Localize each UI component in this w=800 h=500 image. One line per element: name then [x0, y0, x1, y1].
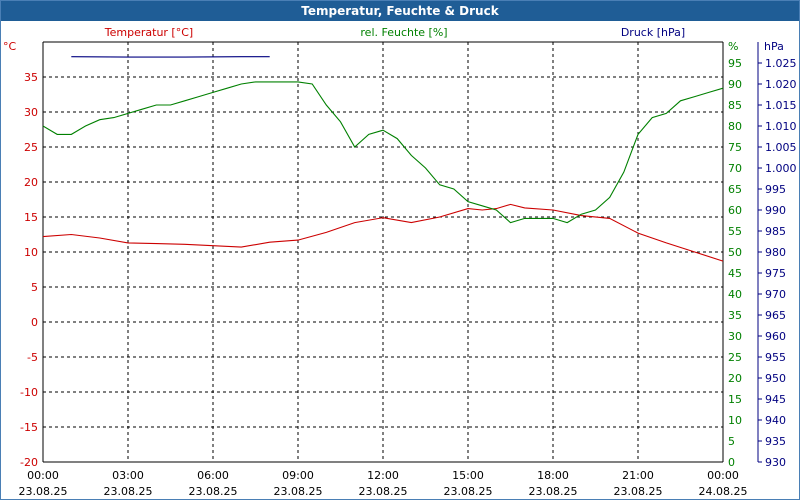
pressure-axis-unit: hPa [764, 40, 784, 53]
x-tick-time: 00:00 [707, 469, 739, 482]
x-tick-date: 23.08.25 [189, 485, 238, 498]
x-tick-date: 23.08.25 [444, 485, 493, 498]
axes [42, 41, 762, 463]
temperature-tick-label: 0 [31, 316, 38, 329]
pressure-tick-label: 995 [765, 183, 786, 196]
humidity-tick-label: 35 [728, 309, 742, 322]
pressure-tick-label: 950 [765, 372, 786, 385]
title-bar: Temperatur, Feuchte & Druck [1, 1, 799, 21]
x-tick-date: 23.08.25 [529, 485, 578, 498]
humidity-axis-unit: % [728, 40, 738, 53]
pressure-tick-label: 965 [765, 309, 786, 322]
pressure-axis-title: Druck [hPa] [621, 26, 685, 39]
pressure-tick-label: 930 [765, 456, 786, 469]
pressure-tick-label: 955 [765, 351, 786, 364]
x-tick-time: 12:00 [367, 469, 399, 482]
temperature-tick-label: -20 [20, 456, 38, 469]
temperature-tick-label: 20 [24, 176, 38, 189]
temperature-tick-label: 15 [24, 211, 38, 224]
humidity-tick-label: 75 [728, 141, 742, 154]
x-tick-date: 24.08.25 [699, 485, 748, 498]
labels: -20 -15 -10 -5 0 5 10 15 20 25 30 35 °C 0 5 10 15 20 25 30 3… [3, 26, 797, 498]
pressure-tick-label: 1.015 [765, 99, 797, 112]
humidity-tick-label: 0 [728, 456, 735, 469]
pressure-tick-label: 1.000 [765, 162, 797, 175]
humidity-tick-label: 30 [728, 330, 742, 343]
humidity-tick-label: 50 [728, 246, 742, 259]
x-tick-time: 00:00 [27, 469, 59, 482]
chart-title: Temperatur, Feuchte & Druck [301, 4, 499, 18]
humidity-tick-label: 10 [728, 414, 742, 427]
humidity-tick-label: 5 [728, 435, 735, 448]
humidity-tick-label: 90 [728, 78, 742, 91]
temperature-axis-title: Temperatur [°C] [104, 26, 193, 39]
temperature-tick-label: 5 [31, 281, 38, 294]
humidity-tick-label: 80 [728, 120, 742, 133]
humidity-tick-label: 85 [728, 99, 742, 112]
x-tick-time: 21:00 [622, 469, 654, 482]
pressure-tick-label: 945 [765, 393, 786, 406]
humidity-tick-label: 65 [728, 183, 742, 196]
x-tick-date: 23.08.25 [19, 485, 68, 498]
grid [43, 42, 723, 462]
series-line-temperature [42, 203, 724, 262]
humidity-tick-label: 15 [728, 393, 742, 406]
humidity-tick-label: 25 [728, 351, 742, 364]
x-tick-date: 23.08.25 [359, 485, 408, 498]
pressure-tick-label: 960 [765, 330, 786, 343]
temperature-tick-label: 35 [24, 71, 38, 84]
pressure-tick-label: 985 [765, 225, 786, 238]
temperature-tick-label: 30 [24, 106, 38, 119]
pressure-tick-label: 1.025 [765, 57, 797, 70]
humidity-tick-label: 70 [728, 162, 742, 175]
pressure-tick-label: 1.020 [765, 78, 797, 91]
humidity-tick-label: 45 [728, 267, 742, 280]
temperature-tick-label: -15 [20, 421, 38, 434]
x-tick-time: 03:00 [112, 469, 144, 482]
x-tick-time: 06:00 [197, 469, 229, 482]
x-tick-date: 23.08.25 [274, 485, 323, 498]
humidity-tick-label: 20 [728, 372, 742, 385]
line-chart: -20 -15 -10 -5 0 5 10 15 20 25 30 35 °C 0 5 10 15 20 25 30 3… [3, 26, 797, 498]
pressure-tick-label: 1.010 [765, 120, 797, 133]
pressure-tick-label: 970 [765, 288, 786, 301]
temperature-tick-label: -10 [20, 386, 38, 399]
humidity-tick-label: 55 [728, 225, 742, 238]
x-tick-date: 23.08.25 [614, 485, 663, 498]
x-tick-date: 23.08.25 [104, 485, 153, 498]
humidity-axis-title: rel. Feuchte [%] [360, 26, 447, 39]
temperature-tick-label: -5 [27, 351, 38, 364]
humidity-tick-label: 40 [728, 288, 742, 301]
pressure-tick-label: 975 [765, 267, 786, 280]
pressure-tick-label: 980 [765, 246, 786, 259]
series-line-humidity [42, 81, 724, 224]
pressure-tick-label: 935 [765, 435, 786, 448]
humidity-tick-label: 60 [728, 204, 742, 217]
temperature-axis-unit: °C [3, 40, 17, 53]
humidity-tick-label: 95 [728, 57, 742, 70]
pressure-tick-label: 940 [765, 414, 786, 427]
temperature-tick-label: 25 [24, 141, 38, 154]
pressure-tick-label: 990 [765, 204, 786, 217]
x-tick-time: 09:00 [282, 469, 314, 482]
x-tick-time: 18:00 [537, 469, 569, 482]
series-layer [42, 56, 724, 262]
x-tick-time: 15:00 [452, 469, 484, 482]
temperature-tick-label: 10 [24, 246, 38, 259]
pressure-tick-label: 1.005 [765, 141, 797, 154]
